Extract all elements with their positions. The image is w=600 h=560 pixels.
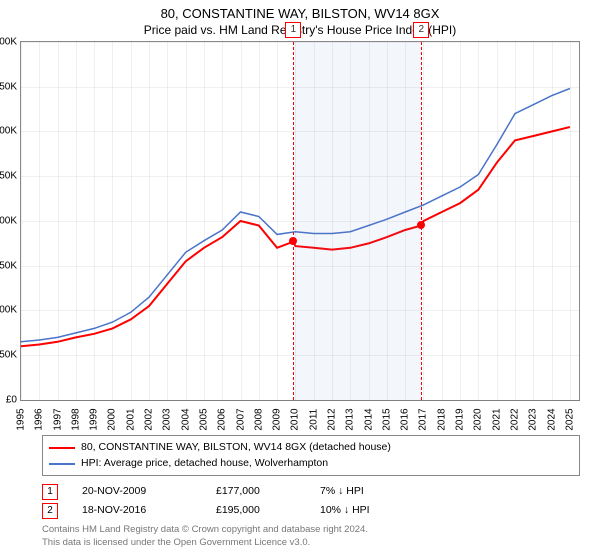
y-axis-label: £50K xyxy=(0,350,17,361)
x-axis-label: 2000 xyxy=(107,408,118,430)
x-axis-label: 1995 xyxy=(16,408,27,430)
x-axis-label: 2002 xyxy=(144,408,155,430)
footer-line: Contains HM Land Registry data © Crown c… xyxy=(42,524,580,536)
gridline-vertical xyxy=(39,42,40,400)
y-axis-label: £0 xyxy=(6,394,17,405)
sales-table: 1 20-NOV-2009 £177,000 7% ↓ HPI 2 18-NOV… xyxy=(42,482,580,520)
x-axis-label: 2022 xyxy=(509,408,520,430)
sale-date: 20-NOV-2009 xyxy=(82,482,192,501)
footer-line: This data is licensed under the Open Gov… xyxy=(42,537,580,549)
x-axis-label: 2004 xyxy=(180,408,191,430)
sale-price: £177,000 xyxy=(216,482,296,501)
sale-date: 18-NOV-2016 xyxy=(82,501,192,520)
gridline-vertical xyxy=(442,42,443,400)
x-axis-label: 2020 xyxy=(473,408,484,430)
sale-diff: 10% ↓ HPI xyxy=(320,501,370,520)
gridline-vertical xyxy=(131,42,132,400)
gridline-vertical xyxy=(277,42,278,400)
gridline-vertical xyxy=(259,42,260,400)
x-axis-label: 2001 xyxy=(125,408,136,430)
gridline-vertical xyxy=(570,42,571,400)
gridline-vertical xyxy=(58,42,59,400)
x-axis-label: 2025 xyxy=(564,408,575,430)
chart-title: 80, CONSTANTINE WAY, BILSTON, WV14 8GX xyxy=(0,0,600,23)
gridline-vertical xyxy=(478,42,479,400)
x-axis-label: 2019 xyxy=(455,408,466,430)
x-axis-label: 2010 xyxy=(290,408,301,430)
y-axis-label: £300K xyxy=(0,126,17,137)
sale-marker-label: 1 xyxy=(285,22,301,38)
gridline-vertical xyxy=(497,42,498,400)
gridline-vertical xyxy=(149,42,150,400)
gridline-vertical xyxy=(167,42,168,400)
x-axis-label: 2018 xyxy=(436,408,447,430)
x-axis-label: 2006 xyxy=(217,408,228,430)
legend-item: 80, CONSTANTINE WAY, BILSTON, WV14 8GX (… xyxy=(49,440,573,456)
x-axis-label: 2024 xyxy=(546,408,557,430)
x-axis-label: 2003 xyxy=(162,408,173,430)
y-axis-label: £100K xyxy=(0,305,17,316)
legend-swatch xyxy=(49,463,75,465)
x-axis-label: 2009 xyxy=(272,408,283,430)
gridline-vertical xyxy=(76,42,77,400)
x-axis-label: 1997 xyxy=(52,408,63,430)
gridline-vertical xyxy=(241,42,242,400)
gridline-vertical xyxy=(222,42,223,400)
sale-diff: 7% ↓ HPI xyxy=(320,482,364,501)
footer-attribution: Contains HM Land Registry data © Crown c… xyxy=(42,524,580,549)
gridline-vertical xyxy=(186,42,187,400)
x-axis-label: 2007 xyxy=(235,408,246,430)
x-axis-label: 1996 xyxy=(34,408,45,430)
gridline-vertical xyxy=(112,42,113,400)
gridline-vertical xyxy=(515,42,516,400)
gridline-vertical xyxy=(21,42,22,400)
sale-marker-label: 2 xyxy=(413,22,429,38)
x-axis-label: 1999 xyxy=(89,408,100,430)
x-axis-label: 2016 xyxy=(400,408,411,430)
table-row: 1 20-NOV-2009 £177,000 7% ↓ HPI xyxy=(42,482,580,501)
x-axis-label: 2014 xyxy=(363,408,374,430)
sale-marker-dot xyxy=(417,221,425,229)
x-axis-label: 2011 xyxy=(308,409,319,431)
gridline-vertical xyxy=(94,42,95,400)
table-row: 2 18-NOV-2016 £195,000 10% ↓ HPI xyxy=(42,501,580,520)
x-axis-label: 2017 xyxy=(418,408,429,430)
x-axis-label: 2021 xyxy=(491,408,502,430)
legend-item: HPI: Average price, detached house, Wolv… xyxy=(49,456,573,472)
gridline-vertical xyxy=(460,42,461,400)
y-axis-label: £350K xyxy=(0,81,17,92)
shaded-ownership-region xyxy=(294,42,422,400)
x-axis-label: 2023 xyxy=(528,408,539,430)
y-axis-label: £150K xyxy=(0,260,17,271)
chart-container: 80, CONSTANTINE WAY, BILSTON, WV14 8GX P… xyxy=(0,0,600,560)
x-axis-label: 2005 xyxy=(198,408,209,430)
y-axis-label: £200K xyxy=(0,215,17,226)
x-axis-label: 2013 xyxy=(345,408,356,430)
sale-marker-number: 2 xyxy=(42,503,58,519)
legend-label: 80, CONSTANTINE WAY, BILSTON, WV14 8GX (… xyxy=(81,440,391,456)
gridline-vertical xyxy=(204,42,205,400)
y-axis-label: £400K xyxy=(0,36,17,47)
legend-swatch xyxy=(49,447,75,449)
sale-marker-line xyxy=(293,42,294,400)
gridline-vertical xyxy=(423,42,424,400)
sale-marker-number: 1 xyxy=(42,484,58,500)
legend-label: HPI: Average price, detached house, Wolv… xyxy=(81,456,328,472)
gridline-vertical xyxy=(552,42,553,400)
sale-price: £195,000 xyxy=(216,501,296,520)
x-axis-label: 2008 xyxy=(253,408,264,430)
x-axis-label: 2015 xyxy=(381,408,392,430)
chart-plot-area: £0£50K£100K£150K£200K£250K£300K£350K£400… xyxy=(20,41,580,401)
legend-box: 80, CONSTANTINE WAY, BILSTON, WV14 8GX (… xyxy=(42,435,580,477)
x-axis-label: 1998 xyxy=(70,408,81,430)
gridline-vertical xyxy=(533,42,534,400)
y-axis-label: £250K xyxy=(0,171,17,182)
sale-marker-dot xyxy=(289,237,297,245)
x-axis-label: 2012 xyxy=(327,408,338,430)
gridline-horizontal xyxy=(21,400,579,401)
